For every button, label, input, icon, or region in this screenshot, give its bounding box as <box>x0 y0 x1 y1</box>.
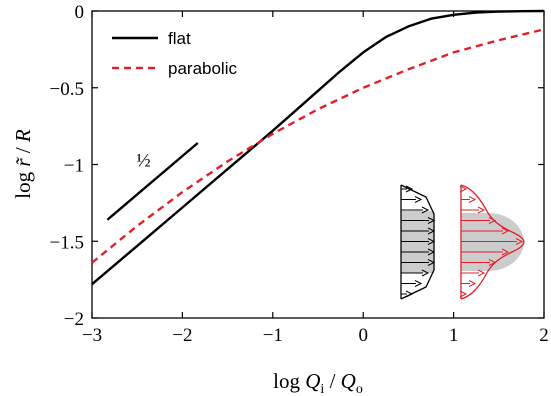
parabolic-profile-outline <box>460 184 525 300</box>
x-tick-label: 0 <box>358 325 368 346</box>
parabolic-profile-arrow-head <box>515 238 524 245</box>
flat-profile-arrow-head <box>427 248 436 256</box>
parabolic-profile-arrows <box>459 185 524 298</box>
y-tick-label: −1.5 <box>50 232 84 253</box>
flat-profile-arrows <box>401 185 436 298</box>
parabolic-profile-arrow-head <box>488 217 497 224</box>
y-tick-label: −2 <box>64 309 84 330</box>
parabolic-profile-arrow-head <box>468 280 477 287</box>
flat-profile-arrow-head <box>421 206 430 214</box>
y-tick-label: 0 <box>75 2 85 23</box>
parabolic-profile-inset <box>459 184 525 300</box>
x-tick-label: −2 <box>172 325 192 346</box>
series-line-parabolic <box>91 28 545 264</box>
parabolic-profile-arrow-head <box>501 227 510 235</box>
flat-profile-arrow-head <box>427 227 436 235</box>
flat-profile-arrow-head <box>414 196 423 203</box>
tick-group: −3 −2 −1 0 1 20−0.5−1−1.5−2 <box>50 2 549 346</box>
series-group <box>91 9 545 286</box>
flat-profile-arrow-head <box>427 238 436 245</box>
parabolic-profile-arrow-head <box>468 196 477 203</box>
legend-label-flat: flat <box>168 29 191 48</box>
x-tick-label: −3 <box>82 325 102 346</box>
parabolic-profile-arrow-head <box>488 259 497 266</box>
parabolic-profile-arrow-head <box>459 290 468 298</box>
slope-annotation: ½ <box>106 142 199 221</box>
parabolic-profile-arrow-head <box>477 269 486 277</box>
x-tick-label: −1 <box>263 325 283 346</box>
legend: flat parabolic <box>112 29 237 78</box>
slope-label: ½ <box>136 150 150 171</box>
flat-profile-arrow-head <box>427 259 436 266</box>
flat-profile-inset <box>400 184 436 300</box>
flat-profile-arrow-head <box>405 185 414 193</box>
y-tick-label: −1 <box>64 156 84 177</box>
flat-profile-arrow-head <box>405 290 414 298</box>
x-tick-label: 1 <box>449 325 459 346</box>
flat-profile-arrow-head <box>421 269 430 277</box>
parabolic-profile-arrow-head <box>477 206 486 214</box>
series-line-flat <box>91 9 545 286</box>
y-axis-label: log r̃ / R <box>11 129 35 199</box>
legend-label-parabolic: parabolic <box>168 59 237 78</box>
x-tick-label: 2 <box>539 325 549 346</box>
parabolic-profile-arrow-head <box>501 248 510 256</box>
parabolic-profile-arrow-head <box>459 185 468 193</box>
x-axis-label: log Qi / Qo <box>273 369 363 396</box>
flat-profile-arrow-head <box>414 280 423 287</box>
slope-line <box>106 142 199 221</box>
plot-frame <box>91 10 545 319</box>
y-tick-label: −0.5 <box>50 79 84 100</box>
flat-profile-arrow-head <box>427 217 436 224</box>
